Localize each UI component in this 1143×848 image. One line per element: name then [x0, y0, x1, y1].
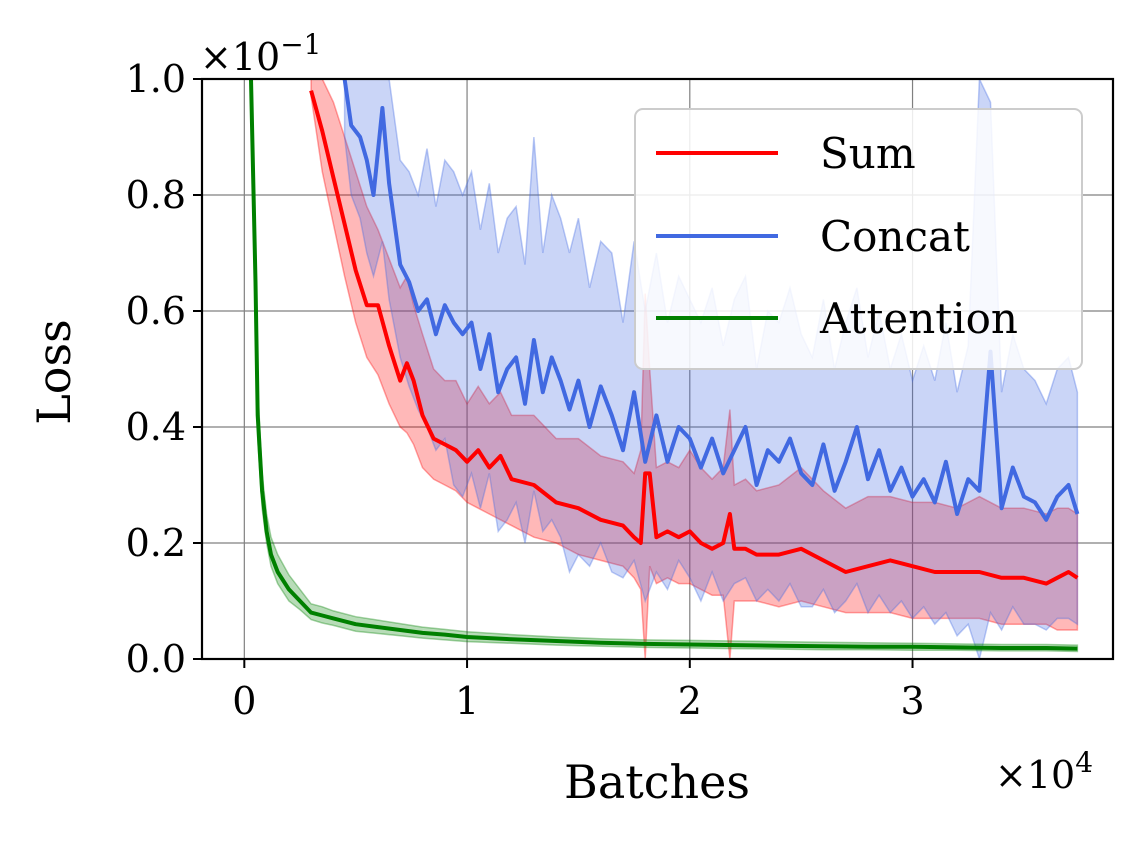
y-axis-title: Loss: [27, 319, 81, 424]
legend-box: [634, 108, 1083, 370]
y-tick-label: 0.8: [126, 173, 186, 217]
y-tick-label: 0.4: [126, 405, 186, 449]
x-tick-label: 1: [455, 679, 479, 723]
plot-frame: [200, 77, 1115, 661]
y-tick-label: 1.0: [126, 57, 186, 101]
axis-ticks: 0 1 2 3 0.0 0.2 0.4 0.6 0.8 1.0: [126, 57, 925, 723]
y-tick-label: 0.2: [126, 521, 186, 565]
line-sum: [309, 90, 1079, 586]
series-lines: [249, 79, 1080, 651]
y-tick-label: 0.6: [126, 289, 186, 333]
legend-label-concat: Concat: [820, 212, 970, 261]
y-tick-label: 0.0: [126, 637, 186, 681]
x-tick-label: 3: [900, 679, 924, 723]
x-tick-label: 0: [232, 679, 256, 723]
x-axis-title: Batches: [564, 755, 750, 809]
x-offset-label: ×104: [995, 746, 1093, 797]
y-offset-label: ×10−1: [200, 28, 321, 79]
legend: Sum Concat Attention: [634, 108, 1083, 370]
x-tick-label: 2: [678, 679, 702, 723]
line-attention: [249, 79, 1078, 651]
line-concat: [342, 79, 1080, 522]
legend-label-attention: Attention: [819, 294, 1018, 343]
legend-label-sum: Sum: [820, 129, 916, 178]
band-sum: [310, 79, 1079, 659]
